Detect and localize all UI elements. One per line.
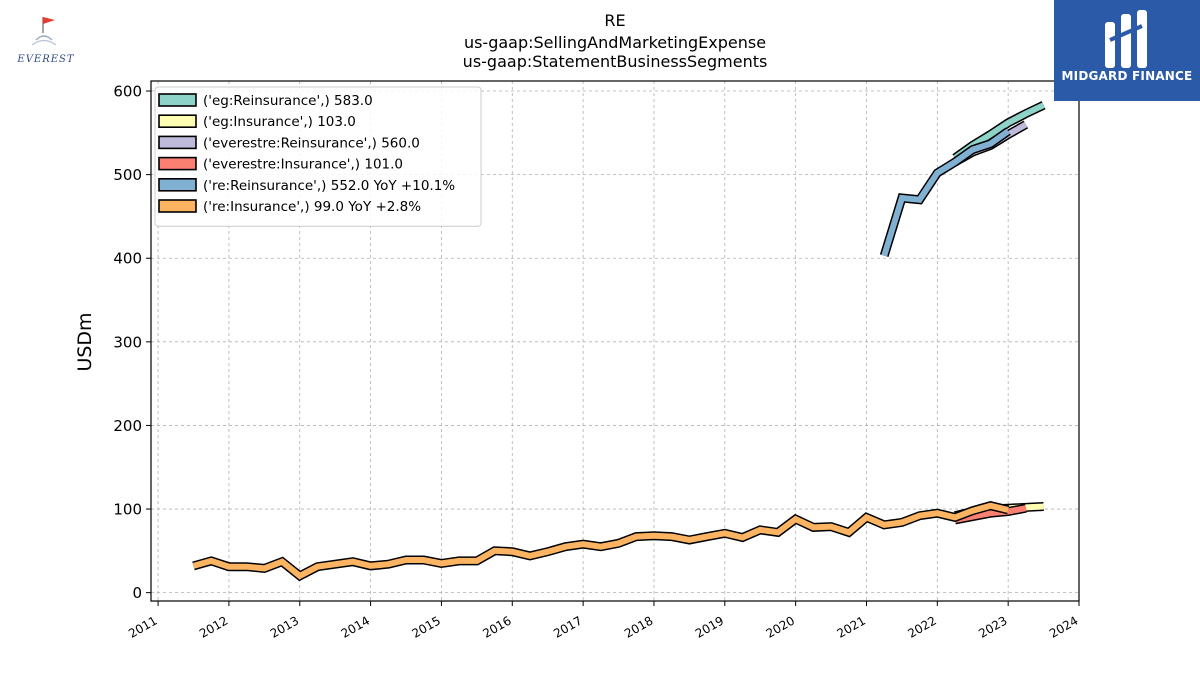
midgard-mark-icon — [1105, 10, 1147, 68]
legend-box — [154, 86, 482, 227]
x-tick-label: 2023 — [976, 613, 1009, 640]
legend-swatch — [158, 135, 197, 150]
plot-frame — [150, 80, 1080, 602]
x-tick-label: 2018 — [622, 613, 655, 640]
legend-label: ('eg:Reinsurance',) 583.0 — [203, 93, 373, 109]
x-tick-label: 2011 — [126, 613, 159, 640]
legend-swatch — [158, 114, 197, 128]
x-tick-label: 2021 — [835, 613, 868, 640]
chart-title-line-2: us-gaap:SellingAndMarketingExpense — [464, 33, 766, 52]
y-tick-label: 300 — [113, 333, 142, 351]
x-tick-label: 2015 — [409, 613, 442, 640]
flag-icon — [31, 17, 57, 46]
series-line — [881, 128, 1010, 257]
everest-logo-text: EVEREST — [17, 54, 75, 65]
legend-label: ('re:Reinsurance',) 552.0 YoY +10.1% — [203, 178, 455, 194]
legend-label: ('eg:Insurance',) 103.0 — [203, 114, 356, 130]
y-tick-label: 0 — [132, 584, 142, 602]
y-tick-label: 400 — [113, 250, 142, 268]
y-tick-label: 200 — [113, 417, 142, 435]
x-tick-label: 2014 — [339, 613, 372, 640]
x-tick-label: 2012 — [197, 613, 230, 640]
y-tick-label: 500 — [113, 166, 142, 184]
legend-label: ('everestre:Reinsurance',) 560.0 — [203, 135, 420, 151]
legend-swatch — [158, 93, 197, 107]
x-tick-label: 2022 — [905, 613, 938, 640]
x-tick-label: 2019 — [693, 613, 726, 640]
legend-label: ('re:Insurance',) 99.0 YoY +2.8% — [203, 199, 421, 215]
legend-swatch — [158, 199, 197, 213]
chart-title-line-3: us-gaap:StatementBusinessSegments — [463, 52, 768, 71]
y-axis-label: USDm — [74, 312, 96, 371]
chart-title-line-1: RE — [604, 11, 625, 30]
series-line — [192, 502, 1009, 580]
legend-swatch — [158, 178, 197, 192]
legend-label: ('everestre:Insurance',) 101.0 — [203, 157, 403, 173]
midgard-logo-text: MIDGARD FINANCE — [1061, 69, 1193, 83]
series-lines — [192, 101, 1046, 582]
x-tick-label: 2017 — [551, 613, 584, 640]
legend: ('eg:Reinsurance',) 583.0 ('eg:Insurance'… — [154, 86, 482, 227]
x-tick-label: 2013 — [268, 613, 301, 640]
everest-logo: EVEREST — [0, 0, 90, 75]
y-tick-label: 100 — [113, 501, 142, 519]
y-tick-label: 600 — [113, 83, 142, 101]
grid — [151, 81, 1080, 601]
midgard-logo: MIDGARD FINANCE — [1054, 0, 1200, 101]
x-tick-label: 2016 — [480, 613, 513, 640]
legend-swatch — [158, 156, 197, 171]
x-tick-label: 2020 — [764, 613, 797, 640]
x-tick-label: 2024 — [1047, 613, 1080, 640]
